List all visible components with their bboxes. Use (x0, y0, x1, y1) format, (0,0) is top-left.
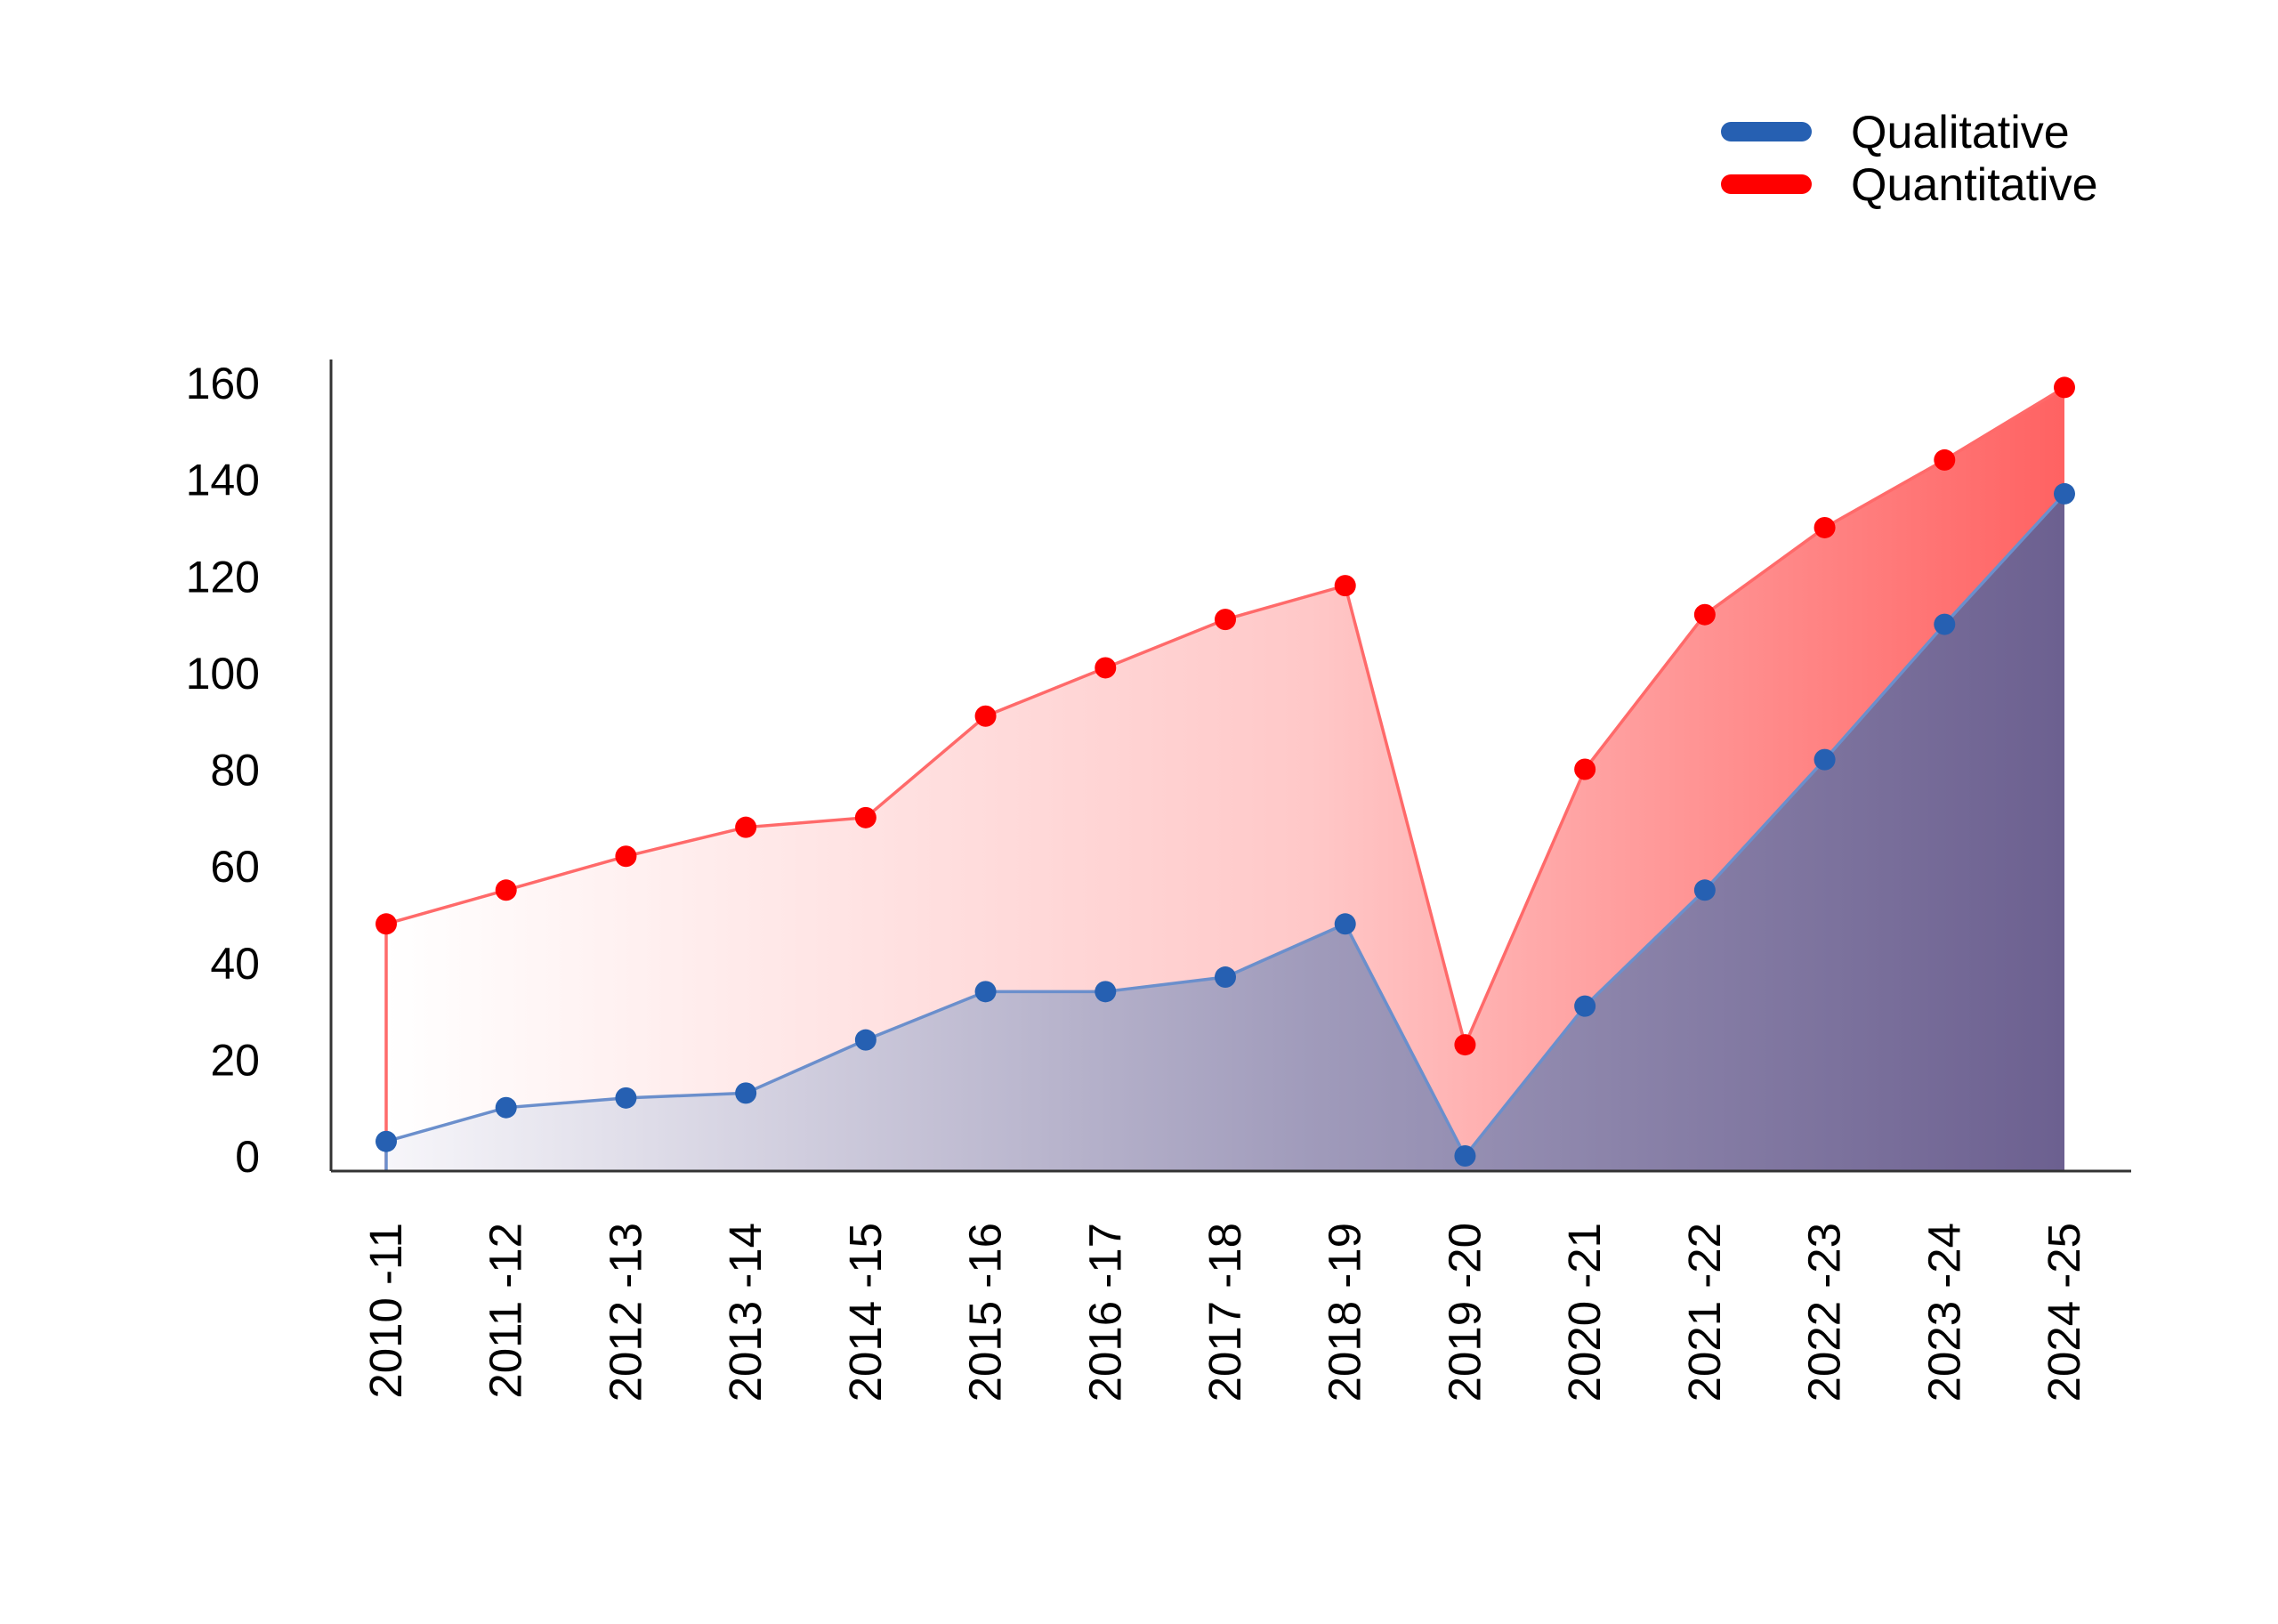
line-qualitative (384, 492, 2066, 1171)
point-qualitative (1693, 879, 1716, 901)
legend-label: Qualitative (1851, 107, 2070, 158)
point-qualitative (854, 1029, 876, 1051)
point-quantitative (615, 845, 637, 868)
x-tick-label: 2024 -25 (2039, 1223, 2089, 1402)
point-quantitative (495, 879, 517, 901)
point-qualitative (735, 1082, 757, 1104)
point-qualitative (1574, 995, 1596, 1017)
point-quantitative (376, 913, 397, 935)
y-tick-label: 60 (210, 842, 260, 892)
x-tick-label: 2011 -12 (481, 1223, 531, 1399)
x-tick-label: 2023 -24 (1919, 1223, 1969, 1402)
point-quantitative (2054, 376, 2075, 399)
data-points (376, 376, 2075, 1167)
x-tick-label: 2019 -20 (1439, 1223, 1490, 1402)
point-qualitative (1334, 913, 1356, 935)
y-tick-label: 80 (210, 746, 260, 796)
point-quantitative (1574, 758, 1596, 780)
y-tick-label: 120 (186, 552, 260, 602)
point-quantitative (735, 816, 757, 838)
x-tick-label: 2014 -15 (840, 1223, 891, 1402)
point-qualitative (1095, 981, 1117, 1003)
point-quantitative (1934, 448, 1956, 471)
y-tick-label: 20 (210, 1035, 260, 1085)
line-quantitative (384, 385, 2065, 1171)
point-qualitative (1934, 613, 1956, 635)
x-tick-label: 2012 -13 (600, 1223, 650, 1402)
area-qualitative (386, 493, 2064, 1171)
x-tick-label: 2021 -22 (1679, 1223, 1730, 1402)
point-qualitative (615, 1087, 637, 1109)
point-qualitative (1454, 1145, 1476, 1167)
point-qualitative (974, 981, 997, 1003)
point-quantitative (1334, 575, 1356, 597)
axes (329, 360, 2131, 1173)
y-tick-label: 0 (235, 1132, 260, 1182)
point-quantitative (1814, 516, 1836, 538)
point-qualitative (1814, 748, 1836, 771)
x-tick-label: 2013 -14 (720, 1223, 771, 1402)
x-tick-labels: 2010 -11 2011 -12 2012 -13 2013 -14 2014 -15… (360, 1223, 2089, 1402)
point-quantitative (1095, 657, 1117, 679)
x-tick-label: 2015 -16 (960, 1223, 1011, 1402)
point-quantitative (1454, 1034, 1476, 1056)
legend-label: Quantitative (1851, 159, 2098, 211)
y-tick-label: 140 (186, 456, 260, 505)
x-tick-label: 2022 -23 (1799, 1223, 1850, 1402)
x-tick-label: 2018 -19 (1320, 1223, 1370, 1402)
point-quantitative (1693, 603, 1716, 626)
point-quantitative (1215, 609, 1236, 631)
y-tick-labels: 0 20 40 60 80 100 120 140 160 (186, 359, 260, 1182)
point-quantitative (854, 806, 876, 828)
y-tick-label: 160 (186, 359, 260, 408)
areas (384, 385, 2066, 1171)
point-qualitative (495, 1096, 517, 1119)
point-quantitative (974, 705, 997, 727)
x-tick-label: 2010 -11 (360, 1223, 411, 1399)
point-qualitative (1215, 966, 1236, 989)
x-tick-label: 2016 -17 (1079, 1223, 1130, 1402)
x-tick-label: 2017 -18 (1200, 1223, 1250, 1402)
y-tick-label: 100 (186, 649, 260, 699)
x-tick-label: 2020 -21 (1559, 1223, 1610, 1402)
y-tick-label: 40 (210, 939, 260, 989)
point-qualitative (376, 1130, 397, 1152)
point-qualitative (2054, 482, 2075, 505)
